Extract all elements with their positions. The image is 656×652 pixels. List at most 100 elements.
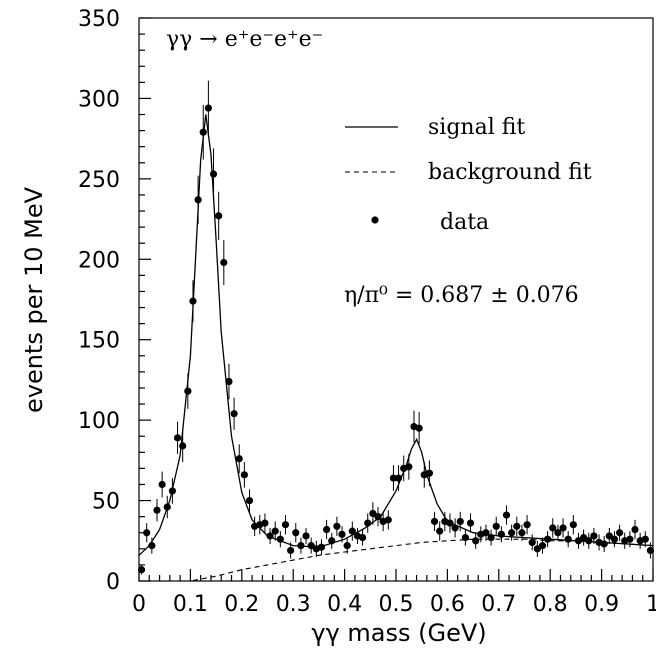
data-point: [466, 519, 475, 527]
ratio-label: η/π⁰ = 0.687 ± 0.076: [344, 283, 579, 308]
data-point: [292, 529, 300, 537]
data-point: [646, 546, 655, 555]
data-point: [281, 521, 290, 529]
data-point: [446, 519, 454, 527]
data-point: [328, 537, 336, 545]
x-tick-label: 0.8: [533, 592, 568, 617]
data-point: [472, 537, 480, 545]
x-tick-label: 0: [132, 592, 146, 617]
data-point: [302, 532, 310, 540]
data-point: [358, 533, 367, 542]
data-point: [451, 524, 459, 532]
data-point: [323, 525, 331, 534]
x-tick-label: 0.4: [327, 592, 362, 617]
data-point: [523, 521, 531, 529]
data-point: [307, 542, 315, 550]
data-point: [199, 128, 207, 136]
annotations: γγ → e⁺e⁻e⁺e⁻ η/π⁰ = 0.687 ± 0.076: [166, 27, 579, 308]
x-tick-label: 0.5: [379, 592, 414, 617]
data-point: [544, 535, 552, 543]
data-point: [153, 506, 161, 514]
data-point: [585, 537, 593, 545]
data-point: [374, 513, 382, 521]
process-label: γγ → e⁺e⁻e⁺e⁻: [166, 27, 323, 52]
data-point: [215, 212, 223, 220]
data-point: [502, 511, 511, 519]
data-point: [430, 517, 439, 526]
data-point: [364, 519, 372, 527]
data-point: [245, 496, 254, 505]
data-point: [184, 387, 192, 395]
data-point: [194, 196, 202, 204]
data-point: [297, 542, 305, 550]
data-point: [631, 525, 639, 534]
data-point: [513, 522, 521, 530]
data-point: [564, 535, 572, 543]
y-axis-title: events per 10 MeV: [20, 186, 48, 413]
y-tick-label: 200: [78, 248, 120, 273]
data-point: [189, 297, 197, 305]
data-point: [163, 503, 171, 511]
y-tick-label: 250: [78, 168, 120, 193]
data-point: [600, 540, 608, 548]
data-point: [615, 529, 624, 537]
axis-ticks: [138, 17, 654, 582]
data-point: [425, 469, 434, 477]
data-point: [240, 471, 248, 479]
y-tick-label: 150: [78, 329, 120, 354]
data-point: [610, 535, 619, 543]
y-tick-label: 350: [78, 7, 120, 32]
y-tick-label: 300: [78, 87, 120, 112]
data-point: [590, 532, 598, 540]
data-point: [487, 533, 495, 542]
legend-data-swatch: [371, 216, 379, 224]
data-point: [554, 529, 562, 537]
data-point: [348, 527, 356, 535]
data-point: [204, 104, 212, 112]
data-point: [394, 474, 403, 482]
data-point: [384, 516, 392, 524]
legend-data-label: data: [440, 210, 489, 235]
data-point: [549, 524, 557, 532]
data-point: [482, 529, 490, 537]
data-point: [518, 529, 526, 537]
data-point: [626, 535, 634, 543]
data-point: [580, 533, 588, 542]
data-point: [317, 543, 326, 551]
data-point: [559, 524, 567, 532]
data-point: [261, 519, 269, 527]
x-tick-label: 0.7: [481, 592, 516, 617]
data-point: [148, 542, 156, 550]
x-tick-label: 0.1: [173, 592, 208, 617]
data-point: [179, 442, 187, 450]
data-point: [143, 529, 151, 537]
data-point: [533, 545, 541, 553]
data-point: [389, 474, 398, 482]
data-point: [173, 434, 182, 442]
data-point: [641, 535, 649, 543]
data-point: [574, 537, 583, 545]
x-tick-label: 1: [646, 592, 656, 617]
data-point: [276, 535, 284, 543]
data-point: [271, 527, 279, 535]
data-point: [436, 527, 444, 535]
data-point: [492, 522, 500, 530]
data-point: [333, 522, 341, 530]
data-point: [225, 377, 233, 386]
data-point: [605, 532, 613, 540]
data-point: [343, 542, 351, 550]
data-point: [528, 538, 536, 546]
data-point: [137, 566, 146, 574]
data-point: [158, 480, 166, 489]
x-tick-label: 0.2: [224, 592, 259, 617]
data-point: [569, 521, 577, 529]
x-tick-label: 0.9: [584, 592, 619, 617]
y-tick-label: 0: [106, 570, 120, 595]
x-tick-label: 0.3: [276, 592, 311, 617]
y-tick-label: 100: [78, 409, 120, 434]
data-point: [266, 532, 274, 540]
data-point: [287, 546, 295, 555]
data-point: [538, 542, 547, 550]
data-point: [168, 487, 177, 495]
data-point: [415, 424, 423, 432]
